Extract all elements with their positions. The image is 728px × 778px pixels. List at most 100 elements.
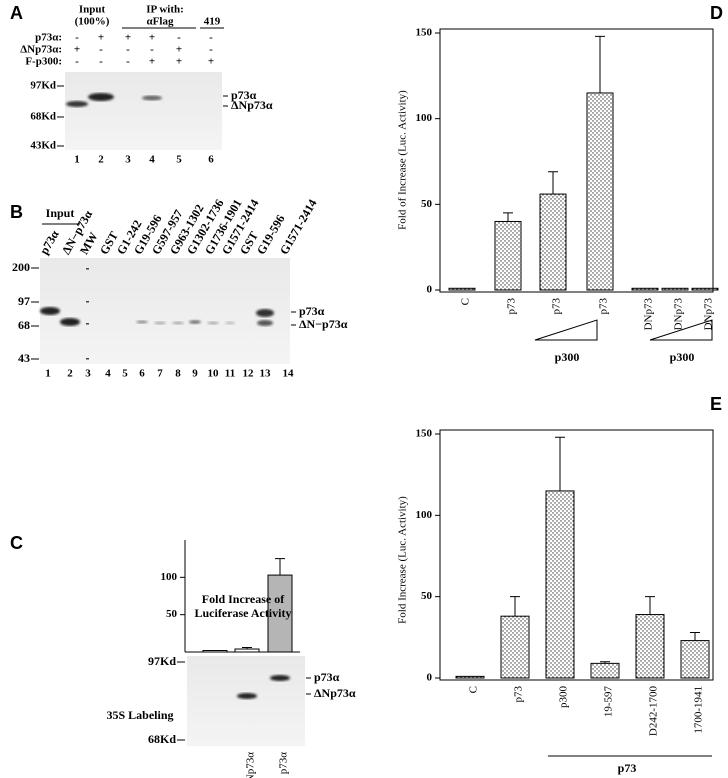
error-bar	[503, 212, 513, 222]
sign: -	[177, 32, 181, 44]
bar	[545, 490, 575, 679]
marker-label: 200	[12, 260, 30, 274]
lane-number: 7	[157, 368, 163, 380]
bar	[590, 662, 620, 679]
lane-number: 4	[149, 154, 155, 166]
error-bar	[690, 631, 700, 641]
band-label: p73α	[231, 88, 257, 102]
sign: +	[208, 56, 214, 68]
row-label: ΔNp73α:	[20, 44, 62, 56]
row-label: F-p300:	[25, 56, 62, 68]
lane-number: 6	[208, 154, 214, 166]
error-bar	[242, 647, 252, 650]
sign: +	[176, 56, 182, 68]
marker-label: 97	[18, 294, 30, 308]
bar	[539, 193, 567, 291]
plot-frame	[439, 28, 714, 293]
lane-number: 14	[283, 368, 295, 380]
sign: -	[99, 56, 103, 68]
x-tick-label: p73	[513, 686, 525, 703]
y-tick-label: 150	[416, 27, 433, 39]
lane-number: 4	[105, 368, 111, 380]
error-bar	[555, 436, 565, 491]
y-tick-label: 100	[416, 509, 433, 521]
error-bar	[645, 596, 655, 615]
x-tick-label: p300	[558, 686, 570, 709]
lane-number: 1	[74, 154, 80, 166]
bar	[586, 92, 614, 291]
x-tick-label: C	[460, 298, 472, 305]
lane-number: 5	[122, 368, 128, 380]
header: 419	[204, 16, 221, 28]
lane-number: 9	[192, 368, 198, 380]
panel-letter: B	[10, 202, 23, 222]
panel-letter: C	[10, 533, 23, 553]
lane-number: 3	[85, 368, 91, 380]
marker-label: 68	[18, 318, 30, 332]
y-axis-label: Fold of Increase (Luc. Activity)	[397, 90, 409, 230]
error-bar	[275, 558, 285, 576]
lane-number: 8	[175, 368, 181, 380]
band-label: ΔN−p73α	[299, 317, 348, 331]
sign: -	[75, 56, 79, 68]
x-tick-label: 1700-1941	[693, 686, 705, 734]
error-bar	[510, 596, 520, 617]
y-axis-label: Luciferase Activity	[195, 606, 292, 620]
bar	[500, 615, 530, 679]
marker-label: 43Kd	[30, 140, 56, 152]
bar	[691, 287, 719, 291]
band-label: p73α	[299, 304, 325, 318]
y-tick-label: 50	[166, 608, 178, 620]
marker-label: 68Kd	[30, 111, 56, 123]
lane-number: 2	[67, 368, 73, 380]
sign: +	[149, 56, 155, 68]
bar	[494, 220, 522, 291]
group-label: p73	[618, 761, 637, 775]
x-tick-label: ΔNp73α	[245, 752, 257, 778]
marker-label: 97Kd	[148, 654, 176, 668]
lane-number: 2	[98, 154, 104, 166]
bar	[448, 287, 476, 291]
lane-number: 11	[225, 368, 235, 380]
x-tick-label: 19-597	[603, 686, 615, 718]
plot-frame	[439, 429, 714, 681]
x-tick-label: p73	[506, 298, 518, 315]
marker-label: 97Kd	[30, 80, 56, 92]
x-tick-label: DNp73	[643, 298, 655, 331]
error-bar	[600, 661, 610, 664]
sign: +	[98, 32, 104, 44]
sign: -	[126, 56, 130, 68]
row-label: p73α:	[35, 32, 62, 44]
x-tick-label: DNp73	[703, 298, 715, 331]
gel-a	[65, 72, 222, 150]
bar	[631, 287, 659, 291]
x-tick-label: DNp73	[673, 298, 685, 331]
header: αFlag	[147, 16, 174, 28]
panel-letter: E	[710, 394, 722, 414]
bar	[680, 640, 710, 679]
lane-number: 13	[260, 368, 272, 380]
header: Input	[79, 4, 106, 16]
group-label: p300	[670, 350, 695, 364]
x-tick-label: p73	[551, 298, 563, 315]
x-tick-label: C	[468, 686, 480, 693]
y-tick-label: 100	[416, 112, 433, 124]
y-tick-label: 50	[421, 590, 433, 602]
y-tick-label: 150	[416, 428, 433, 440]
sign: -	[75, 32, 79, 44]
lane-number: 10	[208, 368, 220, 380]
marker-label: 43	[18, 351, 30, 365]
bar	[267, 574, 293, 653]
y-tick-label: 100	[161, 571, 178, 583]
lane-number: 6	[139, 368, 145, 380]
sign: -	[209, 32, 213, 44]
x-tick-label: p73	[598, 298, 610, 315]
gel-b	[40, 258, 290, 364]
error-bar	[595, 35, 605, 93]
y-axis-label: Fold Increase of	[202, 592, 285, 606]
y-tick-label: 50	[421, 198, 433, 210]
error-bar	[548, 171, 558, 195]
panel-letter: A	[10, 3, 23, 23]
bar	[661, 287, 689, 291]
